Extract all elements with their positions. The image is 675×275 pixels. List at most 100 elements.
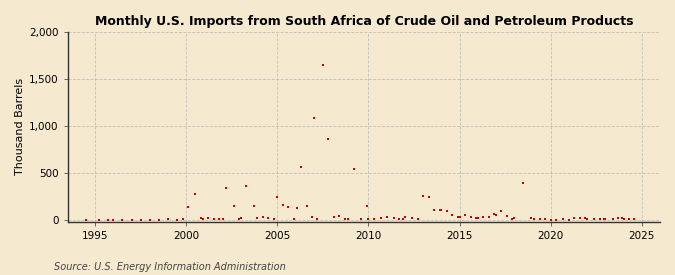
Point [301,204,312,208]
Point [400,215,410,219]
Point [376,216,387,221]
Point [582,217,593,221]
Point [356,217,367,221]
Point [144,217,155,222]
Point [452,215,463,220]
Point [197,217,208,221]
Point [135,218,146,222]
Title: Monthly U.S. Imports from South Africa of Crude Oil and Petroleum Products: Monthly U.S. Imports from South Africa o… [95,15,633,28]
Point [624,217,634,221]
Point [434,208,445,213]
Point [217,217,228,221]
Point [574,216,585,220]
Point [629,217,640,222]
Point [117,218,128,222]
Point [228,204,239,208]
Point [407,216,418,221]
Point [277,203,288,207]
Point [398,217,408,222]
Point [196,216,207,221]
Point [323,137,333,141]
Point [234,217,244,221]
Point [502,214,512,218]
Point [491,213,502,217]
Point [447,213,458,217]
Point [460,213,470,217]
Point [190,192,200,197]
Point [389,216,400,220]
Point [202,216,213,220]
Point [518,181,529,185]
Point [306,215,317,219]
Point [507,217,518,221]
Point [126,218,137,222]
Point [153,218,164,222]
Point [496,209,507,214]
Point [329,215,340,219]
Point [616,216,627,220]
Point [580,216,591,221]
Point [178,217,188,221]
Point [80,218,91,222]
Point [248,204,259,208]
Point [343,217,354,222]
Point [618,216,629,221]
Point [489,212,500,216]
Point [308,116,319,120]
Point [361,204,372,208]
Point [535,217,545,221]
Point [252,216,263,220]
Point [525,216,536,220]
Point [93,218,104,222]
Point [288,217,299,221]
Point [108,218,119,222]
Point [269,217,279,221]
Point [312,217,323,221]
Point [369,217,379,221]
Point [296,165,306,169]
Point [441,209,452,214]
Point [214,217,225,221]
Y-axis label: Thousand Barrels: Thousand Barrels [15,78,25,175]
Point [103,217,113,222]
Point [263,216,273,221]
Point [551,217,562,222]
Point [529,217,540,221]
Point [589,217,600,221]
Point [509,216,520,221]
Point [423,195,434,199]
Point [163,217,173,222]
Point [598,217,609,221]
Point [208,217,219,222]
Point [272,195,283,199]
Point [412,217,423,221]
Point [569,216,580,221]
Point [363,217,374,222]
Point [436,207,447,212]
Point [465,215,476,219]
Point [236,216,246,221]
Point [545,217,556,222]
Point [394,217,405,221]
Point [564,217,574,222]
Point [340,217,350,221]
Point [472,216,483,221]
Point [221,186,232,190]
Point [348,167,359,171]
Point [595,217,605,221]
Point [317,63,328,67]
Point [470,216,481,220]
Point [429,208,439,213]
Point [171,217,182,222]
Point [241,184,252,188]
Point [334,214,345,218]
Point [257,215,268,220]
Text: Source: U.S. Energy Information Administration: Source: U.S. Energy Information Administ… [54,262,286,272]
Point [483,215,494,219]
Point [613,216,624,221]
Point [608,217,618,221]
Point [381,215,392,219]
Point [600,217,611,221]
Point [292,205,303,210]
Point [478,215,489,220]
